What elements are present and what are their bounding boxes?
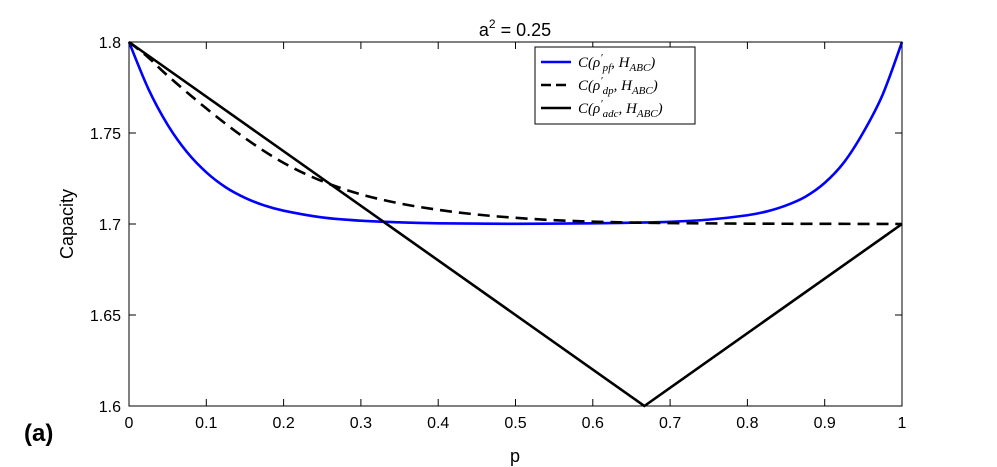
x-tick-label: 1 [898,415,907,432]
y-tick-label: 1.75 [90,126,121,143]
x-tick-label: 0.1 [195,415,217,432]
x-tick-label: 0.9 [814,415,836,432]
legend-label-1: C(ρ′pf, HABC) [578,52,655,74]
x-tick-label: 0.8 [736,415,758,432]
y-tick-label: 1.8 [99,35,121,52]
legend-label-2: C(ρ′dp, HABC) [578,75,658,97]
x-axis-label: p [510,446,520,466]
axes-box [128,41,903,407]
panel-label: (a) [24,420,54,447]
x-tick-label: 0.2 [272,415,294,432]
x-tick-label: 0.6 [582,415,604,432]
series-line-2 [128,40,903,226]
legend-label-3: C(ρ′adc, HABC) [578,98,663,120]
x-tick-label: 0.7 [659,415,681,432]
y-tick-label: 1.7 [99,217,121,234]
x-tick-label: 0 [125,415,134,432]
plot-area [127,40,904,408]
x-tick-label: 0.4 [427,415,449,432]
y-tick-label: 1.65 [90,308,121,325]
series-line-1 [127,41,904,226]
x-axis: 0 0.1 0.2 0.3 0.4 0.5 0.6 0.7 0.8 0.9 1 [125,42,907,432]
y-axis-label: Capacity [57,189,77,259]
x-tick-label: 0.5 [504,415,526,432]
chart-title: a2 = 0.25 [479,17,551,40]
y-axis: 1.6 1.65 1.7 1.75 1.8 [90,35,902,416]
x-tick-label: 0.3 [350,415,372,432]
y-tick-label: 1.6 [99,399,121,416]
legend: C(ρ′pf, HABC)C(ρ′dp, HABC)C(ρ′adc, HABC) [534,46,696,125]
